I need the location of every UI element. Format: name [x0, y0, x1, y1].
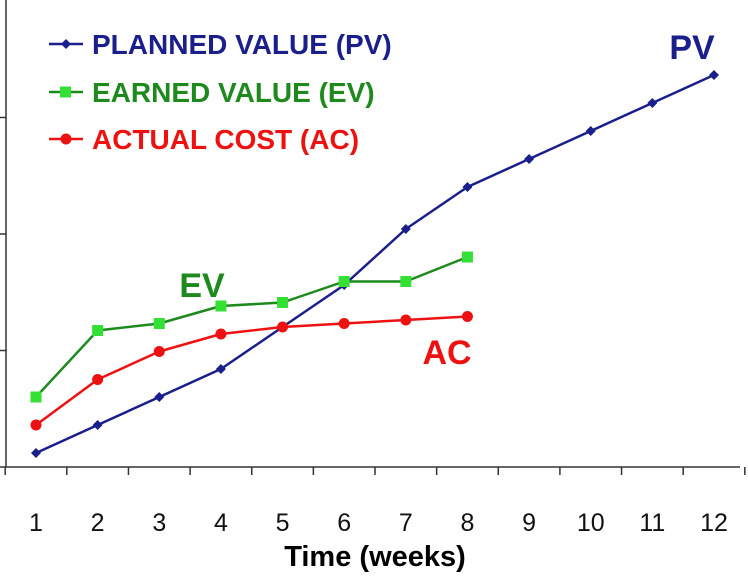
series-label-ac: AC — [422, 334, 471, 372]
point-ev — [92, 325, 104, 336]
legend-entry-ac: ACTUAL COST (AC) — [49, 124, 359, 155]
axes — [0, 0, 746, 475]
tick-labels: 1 2 3 4 5 6 7 8 9 10 11 12 — [29, 509, 728, 537]
point-ev — [338, 276, 350, 287]
x-tick-label: 1 — [29, 509, 43, 537]
series-lines — [30, 70, 719, 458]
point-ev — [461, 251, 473, 263]
point-pv — [215, 364, 226, 374]
x-tick-label: 11 — [639, 509, 665, 537]
point-ev — [30, 391, 42, 403]
legend: PLANNED VALUE (PV) EARNED VALUE (EV) ACTUA… — [49, 29, 392, 155]
series-label-pv: PV — [669, 29, 715, 67]
point-ac — [400, 314, 412, 326]
point-ac — [461, 311, 473, 322]
x-axis-label: Time (weeks) — [284, 541, 466, 573]
point-pv — [585, 126, 596, 136]
point-ac — [338, 318, 350, 329]
point-ev — [400, 276, 412, 287]
point-ev — [277, 297, 289, 308]
x-tick-label: 9 — [522, 509, 536, 537]
point-pv — [709, 70, 719, 80]
legend-label-ac: ACTUAL COST (AC) — [92, 124, 359, 155]
x-tick-label: 8 — [461, 509, 475, 537]
point-ev — [153, 318, 165, 329]
legend-marker-ac — [60, 133, 72, 145]
legend-entry-pv: PLANNED VALUE (PV) — [49, 29, 392, 60]
legend-marker-ev — [60, 86, 71, 98]
point-pv — [462, 182, 473, 192]
point-ac — [277, 321, 289, 333]
legend-label-pv: PLANNED VALUE (PV) — [92, 29, 392, 60]
x-tick-label: 3 — [152, 509, 166, 537]
point-ac — [92, 374, 104, 385]
point-ac — [30, 419, 42, 431]
x-tick-label: 2 — [91, 509, 105, 537]
series-labels: PV EV AC — [179, 29, 715, 372]
point-pv — [31, 448, 41, 458]
series-line-pv — [35, 73, 715, 455]
point-pv — [524, 154, 535, 164]
x-tick-label: 10 — [577, 509, 605, 537]
legend-label-ev: EARNED VALUE (EV) — [92, 77, 375, 108]
point-pv — [647, 98, 658, 108]
legend-marker-pv — [61, 39, 71, 49]
point-pv — [92, 420, 103, 430]
x-tick-label: 12 — [700, 509, 728, 537]
series-label-ev: EV — [179, 267, 225, 305]
x-tick-label: 7 — [399, 509, 413, 537]
point-ac — [215, 328, 227, 340]
point-pv — [400, 224, 411, 234]
point-pv — [154, 392, 165, 402]
point-ac — [153, 346, 165, 357]
x-tick-label: 5 — [276, 509, 290, 537]
legend-entry-ev: EARNED VALUE (EV) — [49, 77, 375, 108]
x-tick-label: 4 — [214, 509, 228, 537]
point-ev — [215, 300, 227, 312]
series-line-ev — [35, 255, 468, 398]
x-tick-label: 6 — [337, 509, 351, 537]
series-line-ac — [35, 315, 468, 427]
